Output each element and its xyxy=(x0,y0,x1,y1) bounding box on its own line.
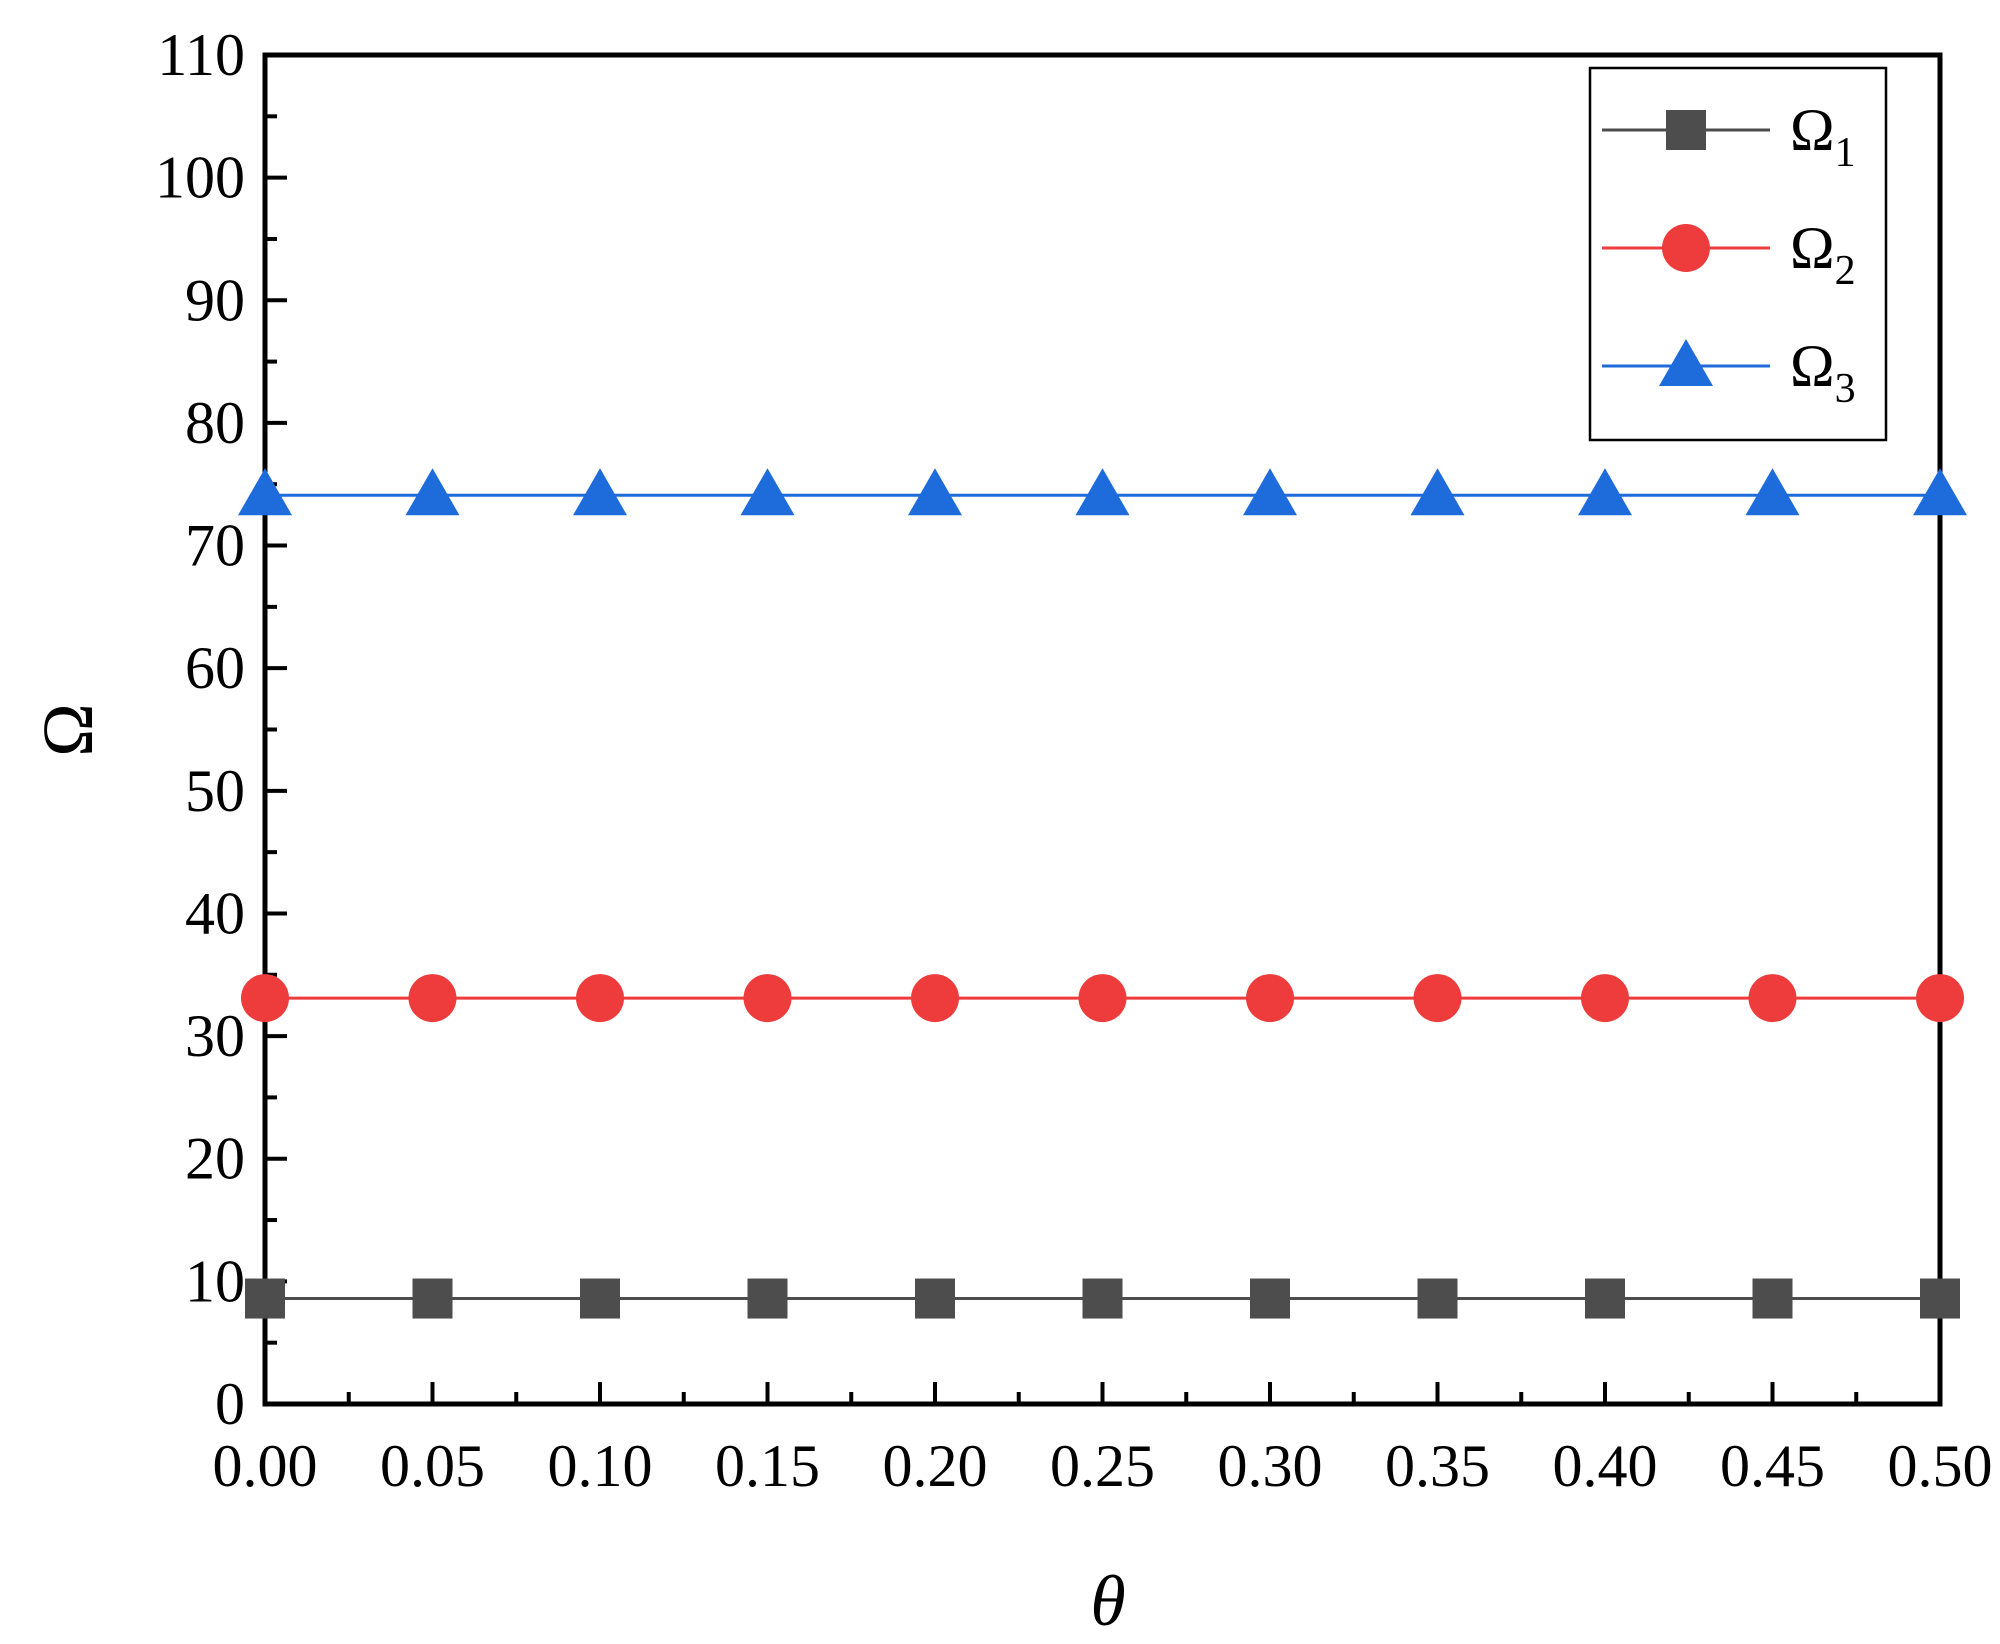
series-1-point xyxy=(1585,1278,1625,1319)
y-axis-ticks: 0 10 20 30 40 50 60 70 80 90 100 110 xyxy=(155,22,287,1437)
series-2-point xyxy=(408,974,457,1023)
series-2 xyxy=(241,974,1964,1023)
series-2-point xyxy=(911,974,959,1023)
y-tick-label: 30 xyxy=(185,1003,245,1069)
x-tick-label: 0.00 xyxy=(213,1433,318,1499)
series-3-point xyxy=(1075,468,1130,516)
series-2-point xyxy=(743,974,792,1023)
y-tick-label: 20 xyxy=(185,1126,245,1192)
x-tick-label: 0.15 xyxy=(715,1433,820,1499)
series-3-point xyxy=(740,468,795,516)
legend-entry-3: Ω3 xyxy=(1602,333,1856,412)
series-layer xyxy=(238,468,1967,1319)
series-1-point xyxy=(412,1278,453,1319)
legend-marker xyxy=(1666,110,1706,150)
series-1-point xyxy=(1250,1278,1290,1319)
legend-label: Ω1 xyxy=(1790,97,1856,176)
legend-label: Ω2 xyxy=(1790,215,1856,294)
series-1 xyxy=(245,1278,1960,1319)
x-tick-label: 0.50 xyxy=(1888,1433,1993,1499)
x-tick-label: 0.45 xyxy=(1720,1433,1825,1499)
y-tick-label: 60 xyxy=(185,635,245,701)
legend-label: Ω3 xyxy=(1790,333,1856,412)
legend-entry-1: Ω1 xyxy=(1602,97,1856,176)
y-axis-label: Ω xyxy=(28,703,108,757)
series-1-point xyxy=(747,1278,788,1319)
x-tick-label: 0.40 xyxy=(1553,1433,1658,1499)
series-2-point xyxy=(1413,974,1462,1023)
series-3-point xyxy=(1913,468,1967,516)
x-tick-label: 0.05 xyxy=(380,1433,485,1499)
y-tick-label: 100 xyxy=(155,145,245,211)
x-tick-label: 0.10 xyxy=(548,1433,653,1499)
y-tick-label: 80 xyxy=(185,390,245,456)
series-3-point xyxy=(405,468,460,516)
x-axis-label: θ xyxy=(1090,1561,1125,1641)
y-tick-label: 50 xyxy=(185,758,245,824)
series-3-point xyxy=(908,468,962,516)
legend: Ω1 Ω2 Ω3 xyxy=(1588,66,1888,442)
y-tick-label: 90 xyxy=(185,267,245,333)
legend-entry-2: Ω2 xyxy=(1602,215,1856,294)
x-tick-label: 0.25 xyxy=(1050,1433,1155,1499)
series-3-point xyxy=(238,468,292,516)
series-2-point xyxy=(1916,974,1964,1023)
x-axis-ticks: 0.00 0.05 0.10 0.15 0.20 0.25 0.30 0.35 0.40 0.45… xyxy=(213,1382,1993,1499)
series-2-point xyxy=(1581,974,1629,1023)
series-2-point xyxy=(576,974,624,1023)
y-tick-label: 0 xyxy=(215,1371,245,1437)
x-tick-label: 0.30 xyxy=(1218,1433,1323,1499)
x-tick-label: 0.35 xyxy=(1385,1433,1490,1499)
series-1-point xyxy=(1920,1278,1960,1319)
series-3-point xyxy=(573,468,627,516)
series-1-point xyxy=(1082,1278,1123,1319)
series-3-point xyxy=(1410,468,1465,516)
series-1-point xyxy=(580,1278,620,1319)
series-1-point xyxy=(245,1278,285,1319)
legend-marker xyxy=(1659,339,1713,386)
series-1-point xyxy=(915,1278,955,1319)
series-1-point xyxy=(1752,1278,1793,1319)
series-3-point xyxy=(1243,468,1297,516)
series-2-point xyxy=(1246,974,1294,1023)
series-2-point xyxy=(1748,974,1797,1023)
series-3 xyxy=(238,468,1967,516)
series-3-point xyxy=(1745,468,1800,516)
series-3-point xyxy=(1578,468,1632,516)
x-tick-label: 0.20 xyxy=(883,1433,988,1499)
y-tick-label: 70 xyxy=(185,513,245,579)
legend-marker xyxy=(1662,224,1710,272)
series-1-point xyxy=(1417,1278,1458,1319)
series-2-point xyxy=(241,974,289,1023)
y-tick-label: 10 xyxy=(185,1248,245,1314)
series-2-point xyxy=(1078,974,1127,1023)
y-tick-label: 40 xyxy=(185,880,245,946)
y-tick-label: 110 xyxy=(157,22,245,88)
